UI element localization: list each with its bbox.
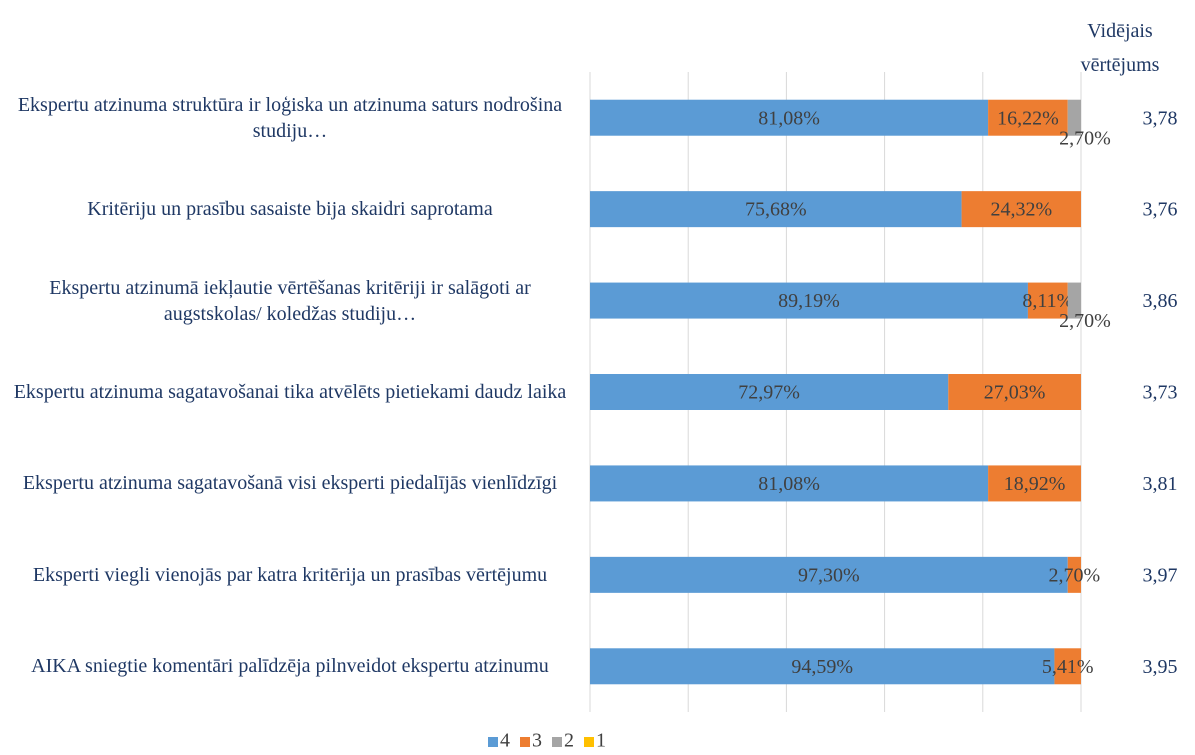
- value-label: 2,70%: [1049, 564, 1101, 586]
- bar-segment: [1027, 282, 1068, 319]
- value-label: 75,68%: [745, 199, 807, 221]
- value-label: 2,70%: [1059, 310, 1111, 332]
- category-label: Ekspertu atzinumā iekļautie vērtēšanas k…: [49, 276, 531, 325]
- bar-segment: [590, 191, 962, 228]
- value-label: 81,08%: [758, 107, 820, 129]
- value-label: 16,22%: [997, 107, 1059, 129]
- value-label: 5,41%: [1042, 656, 1094, 678]
- legend-label: 1: [596, 730, 606, 752]
- legend-label: 2: [564, 730, 574, 752]
- legend-label: 3: [532, 730, 542, 752]
- value-label: 81,08%: [758, 473, 820, 495]
- average-value: 3,81: [1143, 473, 1178, 495]
- value-label: 2,70%: [1059, 127, 1111, 149]
- bar-segment: [590, 282, 1028, 319]
- average-value: 3,76: [1143, 199, 1178, 221]
- bar-segment: [988, 99, 1068, 136]
- bar-segment: [1054, 648, 1081, 685]
- value-label: 89,19%: [778, 290, 840, 312]
- average-value: 3,73: [1143, 382, 1178, 404]
- bar-segment: [590, 374, 949, 410]
- value-label: 97,30%: [798, 564, 860, 586]
- value-label: 8,11%: [1022, 290, 1073, 312]
- value-label: 94,59%: [791, 656, 853, 678]
- category-label: Ekspertu atzinuma struktūra ir loģiska u…: [17, 93, 563, 142]
- average-title: Vidējais vērtējums: [1080, 20, 1160, 76]
- legend-swatch: [552, 737, 562, 747]
- bar-segment: [1067, 99, 1081, 136]
- bar-segment: [988, 465, 1081, 502]
- average-value: 3,97: [1143, 564, 1178, 586]
- average-value: 3,86: [1143, 290, 1178, 312]
- bar-segment: [1067, 556, 1081, 593]
- value-label: 27,03%: [984, 382, 1046, 404]
- category-label: Ekspertu atzinuma sagatavošanā visi eksp…: [22, 472, 558, 495]
- bar-segment: [590, 465, 989, 502]
- bar-segment: [948, 374, 1081, 410]
- category-label: Kritēriju un prasību sasaiste bija skaid…: [87, 198, 493, 221]
- legend-swatch: [584, 737, 594, 747]
- category-label: AIKA sniegtie komentāri palīdzēja pilnve…: [31, 655, 549, 678]
- average-value: 3,95: [1143, 656, 1178, 678]
- category-label: Ekspertu atzinuma sagatavošanai tika atv…: [13, 381, 567, 403]
- value-label: 24,32%: [990, 199, 1052, 221]
- bar-segment: [590, 648, 1055, 685]
- value-label: 72,97%: [738, 382, 800, 404]
- average-value: 3,78: [1143, 107, 1178, 129]
- value-label: 18,92%: [1004, 473, 1066, 495]
- bar-segment: [590, 556, 1068, 593]
- bar-segment: [590, 99, 989, 136]
- bar-segment: [961, 191, 1081, 228]
- bar-segment: [1067, 282, 1081, 319]
- legend-swatch: [488, 737, 498, 747]
- category-label: Eksperti viegli vienojās par katra kritē…: [32, 563, 548, 586]
- legend-swatch: [520, 737, 530, 747]
- legend-label: 4: [500, 730, 510, 752]
